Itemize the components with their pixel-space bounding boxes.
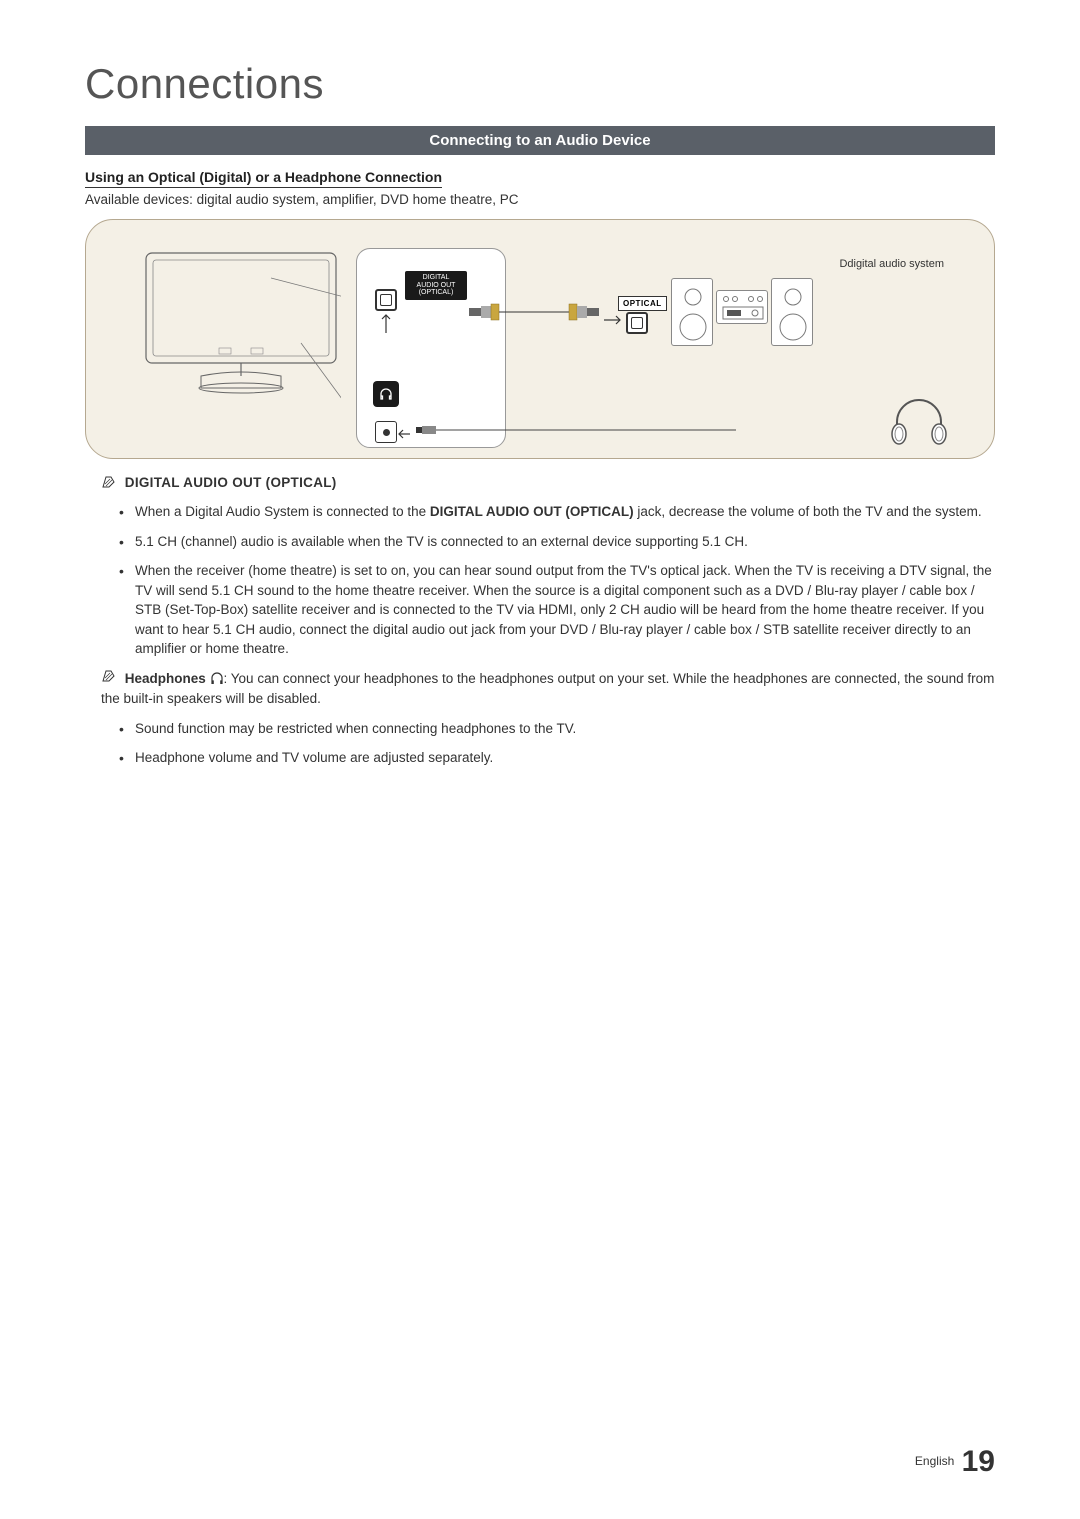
available-devices-text: Available devices: digital audio system,… bbox=[85, 192, 995, 207]
list-item: Sound function may be restricted when co… bbox=[123, 719, 995, 739]
headphone-port-frame bbox=[373, 381, 399, 407]
page-footer: English 19 bbox=[915, 1445, 995, 1479]
list-text: When a Digital Audio System is connected… bbox=[135, 504, 430, 519]
note-headphones: Headphones : You can connect your headph… bbox=[101, 669, 995, 709]
tv-port-panel: DIGITALAUDIO OUT(OPTICAL) bbox=[356, 248, 506, 448]
optical-cable-icon bbox=[469, 302, 599, 322]
note-optical: DIGITAL AUDIO OUT (OPTICAL) bbox=[101, 475, 995, 492]
optical-port-icon bbox=[375, 289, 397, 311]
optical-port-label: DIGITALAUDIO OUT(OPTICAL) bbox=[405, 271, 467, 300]
note-icon bbox=[101, 475, 117, 492]
optical-bullet-list: When a Digital Audio System is connected… bbox=[123, 502, 995, 659]
connection-diagram: DIGITALAUDIO OUT(OPTICAL) Ddigital audio… bbox=[85, 219, 995, 459]
arrow-up-icon bbox=[381, 313, 391, 335]
list-item: 5.1 CH (channel) audio is available when… bbox=[123, 532, 995, 552]
arrow-left-icon bbox=[397, 429, 411, 439]
subheading: Using an Optical (Digital) or a Headphon… bbox=[85, 169, 442, 188]
list-text: jack, decrease the volume of both the TV… bbox=[634, 504, 982, 519]
tv-icon bbox=[141, 248, 341, 418]
speaker-right-icon bbox=[771, 278, 813, 346]
page-number: 19 bbox=[962, 1445, 995, 1478]
list-text: 5.1 CH (channel) audio is available when… bbox=[135, 534, 748, 549]
section-header: Connecting to an Audio Device bbox=[85, 126, 995, 155]
receiver-label: Ddigital audio system bbox=[839, 258, 944, 270]
page-title: Connections bbox=[85, 60, 995, 108]
list-text: When the receiver (home theatre) is set … bbox=[135, 563, 992, 656]
headphones-bold-lead: Headphones bbox=[125, 671, 210, 686]
list-item: Headphone volume and TV volume are adjus… bbox=[123, 748, 995, 768]
footer-lang: English bbox=[915, 1454, 954, 1468]
list-item: When a Digital Audio System is connected… bbox=[123, 502, 995, 522]
note-icon bbox=[101, 669, 117, 689]
list-bold: DIGITAL AUDIO OUT (OPTICAL) bbox=[430, 504, 634, 519]
headphone-jack-icon bbox=[375, 421, 397, 443]
headphones-text: : You can connect your headphones to the… bbox=[101, 671, 994, 706]
headphone-cable-icon bbox=[416, 424, 736, 436]
speaker-left-icon bbox=[671, 278, 713, 346]
headphones-inline-icon bbox=[210, 670, 224, 690]
amplifier-icon bbox=[716, 290, 768, 324]
optical-badge: OPTICAL bbox=[618, 296, 667, 311]
arrow-right-icon bbox=[602, 308, 624, 332]
receiver-optical-port-icon bbox=[626, 312, 648, 334]
headphones-icon bbox=[889, 398, 949, 446]
note-optical-title: DIGITAL AUDIO OUT (OPTICAL) bbox=[125, 475, 337, 490]
list-item: When the receiver (home theatre) is set … bbox=[123, 561, 995, 659]
headphones-bullet-list: Sound function may be restricted when co… bbox=[123, 719, 995, 768]
